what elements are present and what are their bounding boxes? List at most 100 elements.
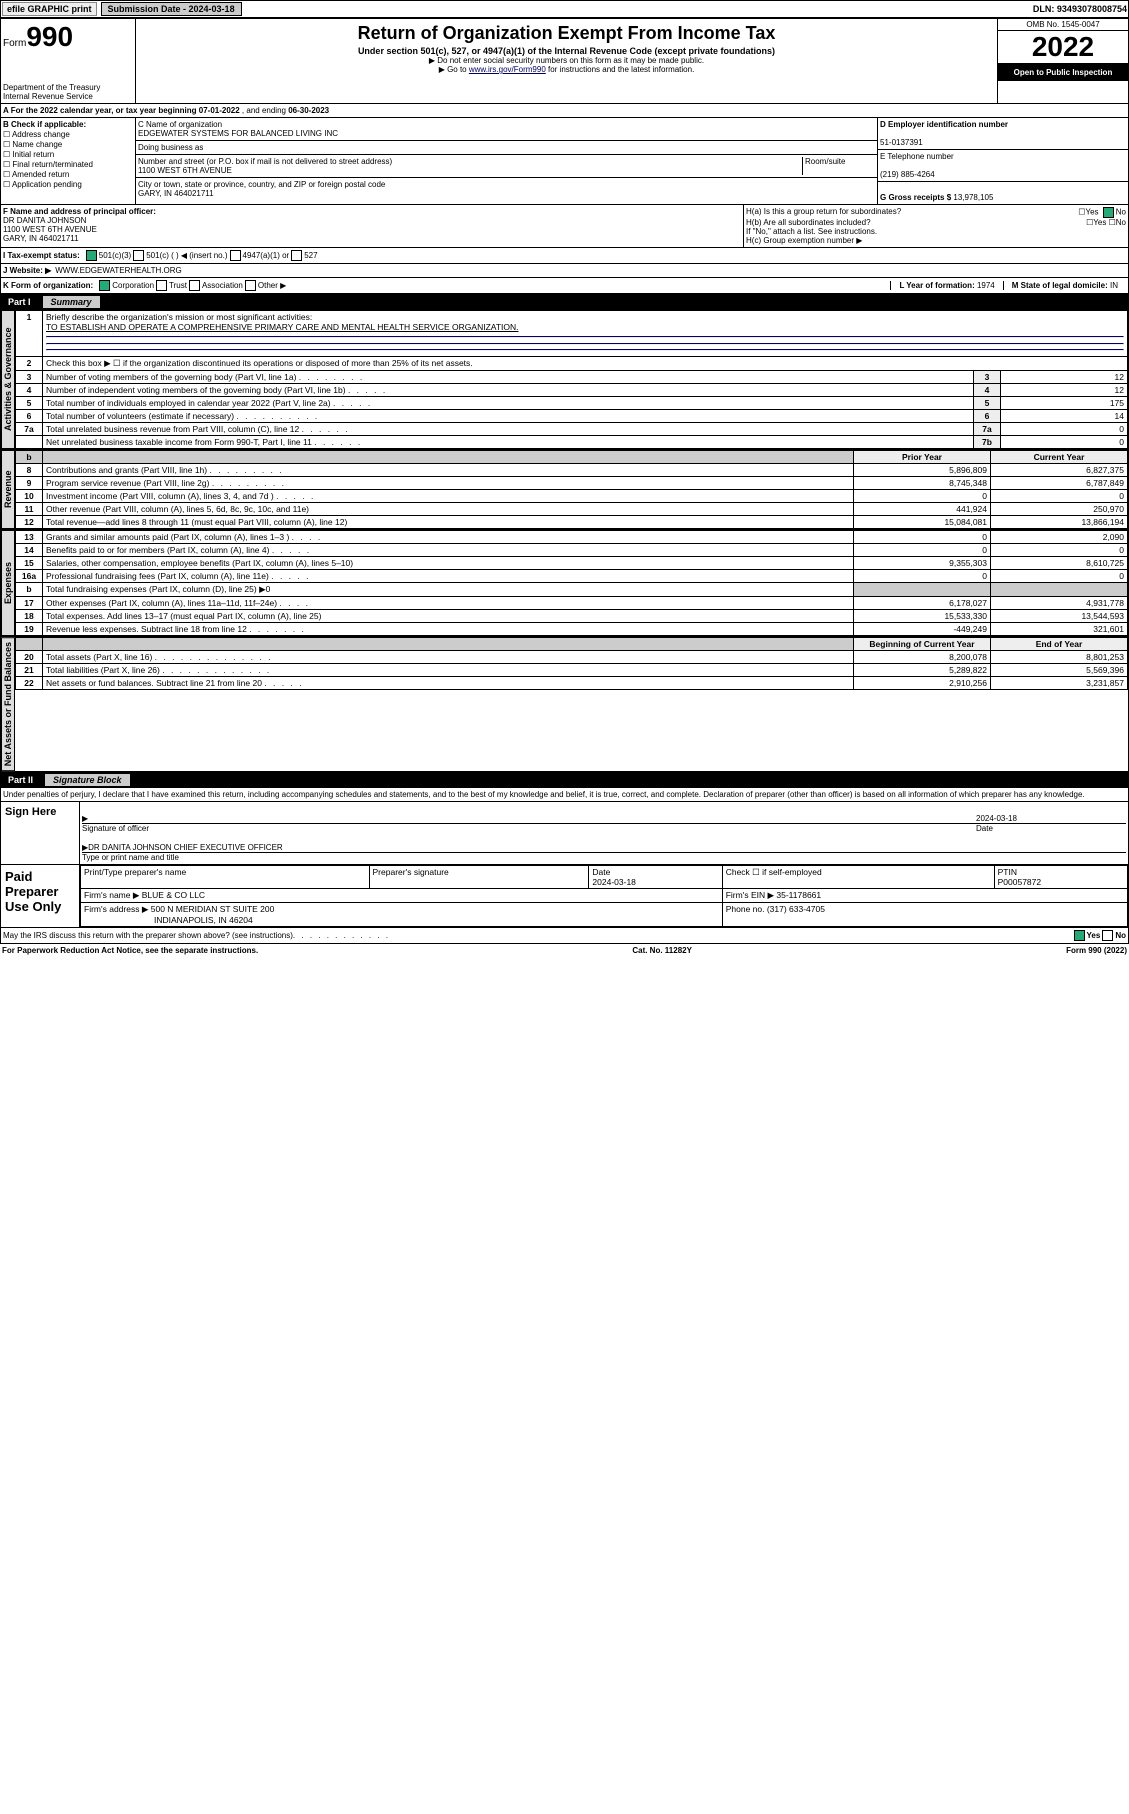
row-7a: 7aTotal unrelated business revenue from …: [16, 423, 1128, 436]
cb-501c3[interactable]: [86, 250, 97, 261]
row-11: 11Other revenue (Part VIII, column (A), …: [16, 503, 1128, 516]
website: WWW.EDGEWATERHEALTH.ORG: [55, 266, 182, 275]
sign-here-block: Sign Here ▶2024-03-18 Signature of offic…: [0, 802, 1129, 865]
attach-note: If "No," attach a list. See instructions…: [746, 227, 1126, 236]
cb-527[interactable]: [291, 250, 302, 261]
cb-address-change[interactable]: Address change: [12, 130, 70, 139]
discuss-row: May the IRS discuss this return with the…: [0, 928, 1129, 944]
telephone: (219) 885-4264: [880, 170, 935, 179]
row-5: 5Total number of individuals employed in…: [16, 397, 1128, 410]
irs-label: Internal Revenue Service: [3, 92, 133, 101]
cb-app-pending[interactable]: Application pending: [12, 180, 82, 189]
discuss-no[interactable]: [1102, 930, 1113, 941]
row-7b: Net unrelated business taxable income fr…: [16, 436, 1128, 449]
tab-expenses: Expenses: [1, 530, 15, 636]
firm-addr: 500 N MERIDIAN ST SUITE 200: [151, 904, 275, 914]
entity-block: B Check if applicable: ☐ Address change …: [0, 118, 1129, 205]
cb-amended[interactable]: Amended return: [12, 170, 69, 179]
ptin: P00057872: [998, 877, 1042, 887]
activities-table: 1Briefly describe the organization's mis…: [15, 310, 1128, 449]
officer-addr: 1100 WEST 6TH AVENUE: [3, 225, 97, 234]
tel-label: E Telephone number: [880, 152, 954, 161]
discuss-yes[interactable]: [1074, 930, 1085, 941]
officer-group-row: F Name and address of principal officer:…: [0, 205, 1129, 248]
perjury-declaration: Under penalties of perjury, I declare th…: [0, 788, 1129, 802]
discontinued-check: Check this box ▶ ☐ if the organization d…: [43, 357, 1128, 371]
period-row: A For the 2022 calendar year, or tax yea…: [0, 104, 1129, 118]
ssn-warning: ▶ Do not enter social security numbers o…: [138, 56, 995, 65]
officer-city: GARY, IN 464021711: [3, 234, 79, 243]
row-22: 22Net assets or fund balances. Subtract …: [16, 677, 1128, 690]
city-label: City or town, state or province, country…: [138, 180, 385, 189]
row-10: 10Investment income (Part VIII, column (…: [16, 490, 1128, 503]
gross-receipts: 13,978,105: [953, 193, 993, 202]
self-employed-check[interactable]: Check ☐ if self-employed: [722, 866, 994, 889]
room-suite: Room/suite: [802, 157, 875, 175]
row-16a: 16aProfessional fundraising fees (Part I…: [16, 570, 1128, 583]
tab-activities: Activities & Governance: [1, 310, 15, 449]
expenses-table: 13Grants and similar amounts paid (Part …: [15, 530, 1128, 636]
officer-label: F Name and address of principal officer:: [3, 207, 156, 216]
omb-number: OMB No. 1545-0047: [998, 19, 1128, 31]
cb-trust[interactable]: [156, 280, 167, 291]
row-17: 17Other expenses (Part IX, column (A), l…: [16, 597, 1128, 610]
sign-date: 2024-03-18: [976, 814, 1126, 823]
row-13: 13Grants and similar amounts paid (Part …: [16, 531, 1128, 544]
ein-label: D Employer identification number: [880, 120, 1008, 129]
website-row: J Website: ▶WWW.EDGEWATERHEALTH.ORG: [0, 264, 1129, 278]
state-domicile: IN: [1110, 281, 1118, 290]
firm-city: INDIANAPOLIS, IN 46204: [154, 915, 253, 925]
dln: DLN: 93493078008754: [1033, 4, 1127, 14]
tab-net-assets: Net Assets or Fund Balances: [1, 637, 15, 771]
tax-exempt-row: I Tax-exempt status: 501(c)(3) 501(c) ( …: [0, 248, 1129, 264]
dept-treasury: Department of the Treasury: [3, 83, 133, 92]
ha-no-checked[interactable]: [1103, 207, 1114, 218]
prep-sig-hdr: Preparer's signature: [369, 866, 589, 889]
subordinates-q: H(b) Are all subordinates included?: [746, 218, 1086, 227]
cb-other[interactable]: [245, 280, 256, 291]
org-name-label: C Name of organization: [138, 120, 222, 129]
efile-print-button[interactable]: efile GRAPHIC print: [2, 2, 97, 16]
form-header: Form990 Department of the Treasury Inter…: [0, 18, 1129, 104]
cb-501c[interactable]: [133, 250, 144, 261]
part1-header: Part ISummary: [0, 294, 1129, 310]
officer-signature-name: DR DANITA JOHNSON CHIEF EXECUTIVE OFFICE…: [88, 843, 283, 852]
cb-final-return[interactable]: Final return/terminated: [12, 160, 92, 169]
row-18: 18Total expenses. Add lines 13–17 (must …: [16, 610, 1128, 623]
prep-name-hdr: Print/Type preparer's name: [81, 866, 370, 889]
org-name: EDGEWATER SYSTEMS FOR BALANCED LIVING IN…: [138, 129, 338, 138]
row-8: 8Contributions and grants (Part VIII, li…: [16, 464, 1128, 477]
submission-date: Submission Date - 2024-03-18: [101, 2, 242, 16]
gross-label: G Gross receipts $: [880, 193, 953, 202]
footer: For Paperwork Reduction Act Notice, see …: [0, 944, 1129, 957]
row-16b: bTotal fundraising expenses (Part IX, co…: [16, 583, 1128, 597]
officer-name: DR DANITA JOHNSON: [3, 216, 86, 225]
firm-phone: (317) 633-4705: [767, 904, 825, 914]
row-12: 12Total revenue—add lines 8 through 11 (…: [16, 516, 1128, 529]
row-21: 21Total liabilities (Part X, line 26) . …: [16, 664, 1128, 677]
row-14: 14Benefits paid to or for members (Part …: [16, 544, 1128, 557]
part2-header: Part IISignature Block: [0, 772, 1129, 788]
form-word: Form: [3, 38, 26, 49]
row-3: 3Number of voting members of the governi…: [16, 371, 1128, 384]
form-subtitle: Under section 501(c), 527, or 4947(a)(1)…: [138, 46, 995, 56]
form-org-row: K Form of organization: Corporation Trus…: [0, 278, 1129, 294]
city: GARY, IN 464021711: [138, 189, 214, 198]
year-formation: 1974: [977, 281, 995, 290]
irs-link[interactable]: www.irs.gov/Form990: [469, 65, 546, 74]
row-20: 20Total assets (Part X, line 16) . . . .…: [16, 651, 1128, 664]
open-public: Open to Public Inspection: [998, 64, 1128, 81]
street: 1100 WEST 6TH AVENUE: [138, 166, 232, 175]
cb-4947[interactable]: [230, 250, 241, 261]
cb-assoc[interactable]: [189, 280, 200, 291]
row-9: 9Program service revenue (Part VIII, lin…: [16, 477, 1128, 490]
street-label: Number and street (or P.O. box if mail i…: [138, 157, 392, 166]
cb-corp[interactable]: [99, 280, 110, 291]
revenue-table: bPrior YearCurrent Year 8Contributions a…: [15, 450, 1128, 529]
prep-date: 2024-03-18: [592, 877, 635, 887]
cb-initial-return[interactable]: Initial return: [12, 150, 54, 159]
group-exemption: H(c) Group exemption number ▶: [746, 236, 1126, 245]
tax-year: 2022: [998, 31, 1128, 64]
cb-name-change[interactable]: Name change: [12, 140, 62, 149]
box-b: B Check if applicable: ☐ Address change …: [1, 118, 136, 204]
